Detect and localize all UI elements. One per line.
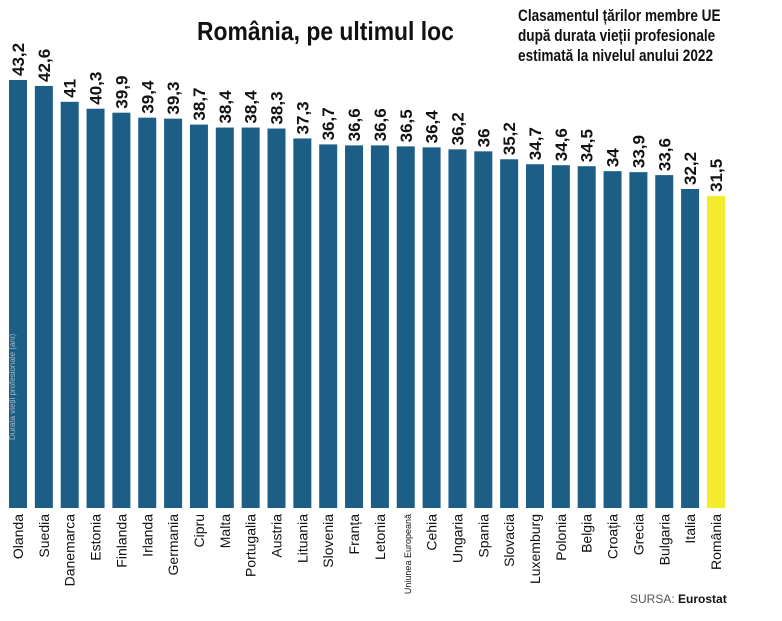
subtitle-line: după durata vieții profesionale xyxy=(518,26,716,45)
bar xyxy=(241,127,260,509)
bar xyxy=(551,165,570,508)
category-label: Portugalia xyxy=(243,514,259,577)
category-label: Finlanda xyxy=(113,514,129,568)
value-label: 33,9 xyxy=(629,135,648,168)
value-label: 36,4 xyxy=(423,110,442,144)
bar xyxy=(500,159,519,508)
source-label: SURSA: xyxy=(630,592,675,606)
chart-title: România, pe ultimul loc xyxy=(197,16,454,46)
value-label: 40,3 xyxy=(87,72,106,105)
value-label: 36,5 xyxy=(397,109,416,142)
bar xyxy=(345,145,364,508)
value-label: 37,3 xyxy=(293,101,312,134)
bar xyxy=(267,128,286,508)
value-label: 36,2 xyxy=(448,112,467,145)
chart-subtitle: Clasamentul țărilor membre UE după durat… xyxy=(518,6,721,66)
value-label: 32,2 xyxy=(681,152,700,185)
category-label: Ungaria xyxy=(449,514,465,563)
bar xyxy=(681,188,700,508)
bar xyxy=(629,172,648,508)
bar xyxy=(526,164,544,509)
category-label: România xyxy=(708,514,724,570)
bar xyxy=(86,108,105,509)
value-label: 31,5 xyxy=(707,159,726,192)
value-label: 42,6 xyxy=(35,49,54,82)
value-label: 34 xyxy=(604,148,623,167)
category-label: Slovacia xyxy=(501,514,517,567)
category-label: Cehia xyxy=(424,514,440,551)
category-label: Belgia xyxy=(579,514,595,553)
category-label: Bulgaria xyxy=(656,514,672,566)
value-label: 43,2 xyxy=(9,43,28,76)
value-label: 34,6 xyxy=(552,128,571,161)
source-value: Eurostat xyxy=(678,592,727,606)
bar xyxy=(138,117,157,509)
subtitle-line: estimată la nivelul anului 2022 xyxy=(518,46,714,65)
category-label: Luxemburg xyxy=(527,514,543,584)
category-labels-group: Olanda Suedia Danemarca Estonia Finlanda Irla… xyxy=(10,514,724,594)
bar xyxy=(603,171,622,509)
bar xyxy=(9,80,27,508)
bar xyxy=(34,85,53,508)
category-label: Spania xyxy=(475,514,491,558)
bar xyxy=(319,144,338,509)
category-label: Uniunea Europeană xyxy=(403,514,413,594)
category-label: Olanda xyxy=(10,514,26,559)
value-label: 38,4 xyxy=(216,90,235,124)
bar xyxy=(112,112,131,508)
value-label: 35,2 xyxy=(500,122,519,155)
category-label: Irlanda xyxy=(139,514,155,557)
value-label: 34,5 xyxy=(578,129,597,162)
value-labels-group: 43,2 42,6 41 40,3 39,9 39,4 39,3 38,7 38,4 38,4 38… xyxy=(9,43,726,192)
category-label: Italia xyxy=(682,514,698,544)
category-label: Danemarca xyxy=(62,514,78,587)
category-label: Letonia xyxy=(372,514,388,560)
category-label: Slovenia xyxy=(320,514,336,568)
value-label: 41 xyxy=(61,79,80,98)
source-note: SURSA: Eurostat xyxy=(630,592,727,606)
y-axis-label: Durata vieții profesionale (ani) xyxy=(8,333,17,440)
value-label: 36,7 xyxy=(319,107,338,140)
bar xyxy=(474,151,493,509)
category-label: Suedia xyxy=(36,514,52,558)
bar xyxy=(448,149,467,508)
category-label: Austria xyxy=(269,514,285,558)
value-label: 38,7 xyxy=(190,87,209,120)
bars-group xyxy=(9,80,725,509)
category-label: Germania xyxy=(165,514,181,576)
value-label: 33,6 xyxy=(655,138,674,171)
value-label: 39,3 xyxy=(164,82,183,115)
bar xyxy=(164,118,183,508)
category-label: Polonia xyxy=(553,514,569,561)
bar xyxy=(189,124,208,508)
bar xyxy=(396,146,415,508)
subtitle-line: Clasamentul țărilor membre UE xyxy=(518,6,721,25)
category-label: Croația xyxy=(605,514,621,559)
category-label: Lituania xyxy=(294,514,310,563)
value-label: 36,6 xyxy=(345,108,364,141)
category-label: Estonia xyxy=(88,514,104,561)
bar xyxy=(370,145,389,508)
bar xyxy=(215,127,234,509)
category-label: Cipru xyxy=(191,514,207,547)
value-label: 39,4 xyxy=(138,80,157,114)
bar xyxy=(422,147,441,509)
value-label: 38,3 xyxy=(268,91,287,124)
category-label: Grecia xyxy=(630,514,646,555)
category-label: Franța xyxy=(346,514,362,555)
bar xyxy=(60,101,79,508)
value-label: 34,7 xyxy=(526,127,545,160)
bar xyxy=(655,175,674,508)
value-label: 38,4 xyxy=(242,90,261,124)
bar xyxy=(577,166,596,508)
bar xyxy=(706,195,725,508)
value-label: 39,9 xyxy=(112,76,131,109)
bar xyxy=(293,138,312,508)
value-label: 36,6 xyxy=(371,108,390,141)
category-label: Malta xyxy=(217,514,233,548)
value-label: 36 xyxy=(474,128,493,147)
